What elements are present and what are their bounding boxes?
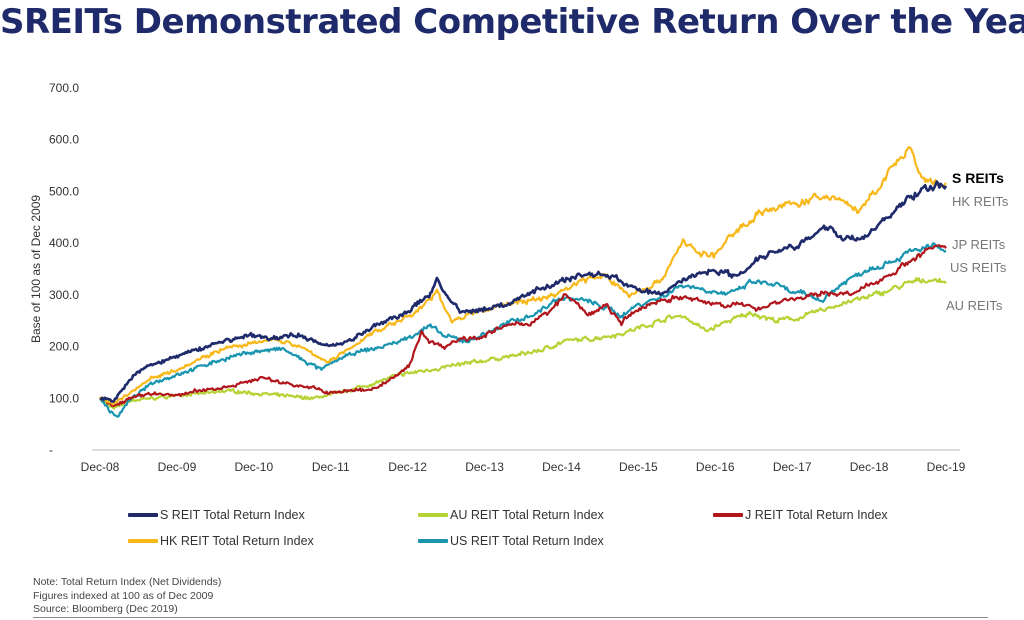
- legend-swatch: [128, 513, 158, 517]
- chart-end-labels: S REITs HK REITs JP REITs US REITs AU REITs: [946, 170, 1009, 313]
- end-label-hk: HK REITs: [952, 194, 1009, 209]
- note-line: Note: Total Return Index (Net Dividends): [33, 576, 222, 588]
- end-label-jp: JP REITs: [952, 237, 1006, 252]
- note-line: Figures indexed at 100 as of Dec 2009: [33, 589, 214, 602]
- note-line: Source: Bloomberg (Dec 2019): [33, 603, 178, 615]
- chart-axes: - 100.0 200.0 300.0 400.0 500.0 600.0 700.0 Dec-…: [29, 81, 966, 474]
- y-tick-label: 400.0: [49, 236, 79, 250]
- x-tick-label: Dec-17: [773, 460, 812, 474]
- x-tick-label: Dec-09: [158, 460, 197, 474]
- series-line-jp: [99, 244, 947, 408]
- legend-label: HK REIT Total Return Index: [160, 534, 314, 548]
- chart-notes: Note: Total Return Index (Net Dividends)…: [33, 576, 221, 617]
- legend-item-au: AU REIT Total Return Index: [418, 508, 604, 522]
- legend-swatch: [128, 539, 158, 543]
- legend-swatch: [418, 539, 448, 543]
- legend-item-hk: HK REIT Total Return Index: [128, 534, 314, 548]
- series-line-au: [99, 277, 947, 410]
- legend-label: J REIT Total Return Index: [745, 508, 888, 522]
- y-tick-label: -: [49, 443, 53, 457]
- legend-label: US REIT Total Return Index: [450, 534, 604, 548]
- x-tick-label: Dec-14: [542, 460, 581, 474]
- legend-item-us: US REIT Total Return Index: [418, 534, 604, 548]
- y-tick-label: 300.0: [49, 288, 79, 302]
- end-label-us: US REITs: [950, 260, 1007, 275]
- x-tick-label: Dec-18: [850, 460, 889, 474]
- footer-divider: [33, 617, 988, 618]
- series-line-hk: [99, 146, 947, 406]
- x-tick-label: Dec-11: [312, 460, 350, 474]
- page-title: SREITs Demonstrated Competitive Return O…: [0, 2, 1024, 42]
- chart-series: [99, 146, 948, 418]
- legend-swatch: [418, 513, 448, 517]
- legend-label: AU REIT Total Return Index: [450, 508, 604, 522]
- y-tick-label: 200.0: [49, 340, 79, 354]
- end-label-au: AU REITs: [946, 298, 1003, 313]
- x-tick-label: Dec-16: [696, 460, 735, 474]
- x-tick-label: Dec-15: [619, 460, 658, 474]
- x-tick-label: Dec-10: [234, 460, 273, 474]
- series-line-s: [99, 180, 948, 403]
- end-label-s: S REITs: [952, 170, 1004, 186]
- y-tick-label: 600.0: [49, 133, 79, 147]
- legend-label: S REIT Total Return Index: [160, 508, 305, 522]
- series-line-us: [99, 242, 947, 418]
- legend-swatch: [713, 513, 743, 517]
- x-tick-label: Dec-13: [465, 460, 504, 474]
- x-tick-label: Dec-12: [388, 460, 427, 474]
- legend-item-jp: J REIT Total Return Index: [713, 508, 888, 522]
- y-tick-label: 100.0: [49, 391, 79, 405]
- legend-item-s: S REIT Total Return Index: [128, 508, 305, 522]
- y-tick-label: 500.0: [49, 184, 79, 198]
- x-tick-label: Dec-19: [927, 460, 966, 474]
- y-tick-label: 700.0: [49, 81, 79, 95]
- y-axis-title: Base of 100 as of Dec 2009: [29, 195, 43, 343]
- x-tick-label: Dec-08: [81, 460, 120, 474]
